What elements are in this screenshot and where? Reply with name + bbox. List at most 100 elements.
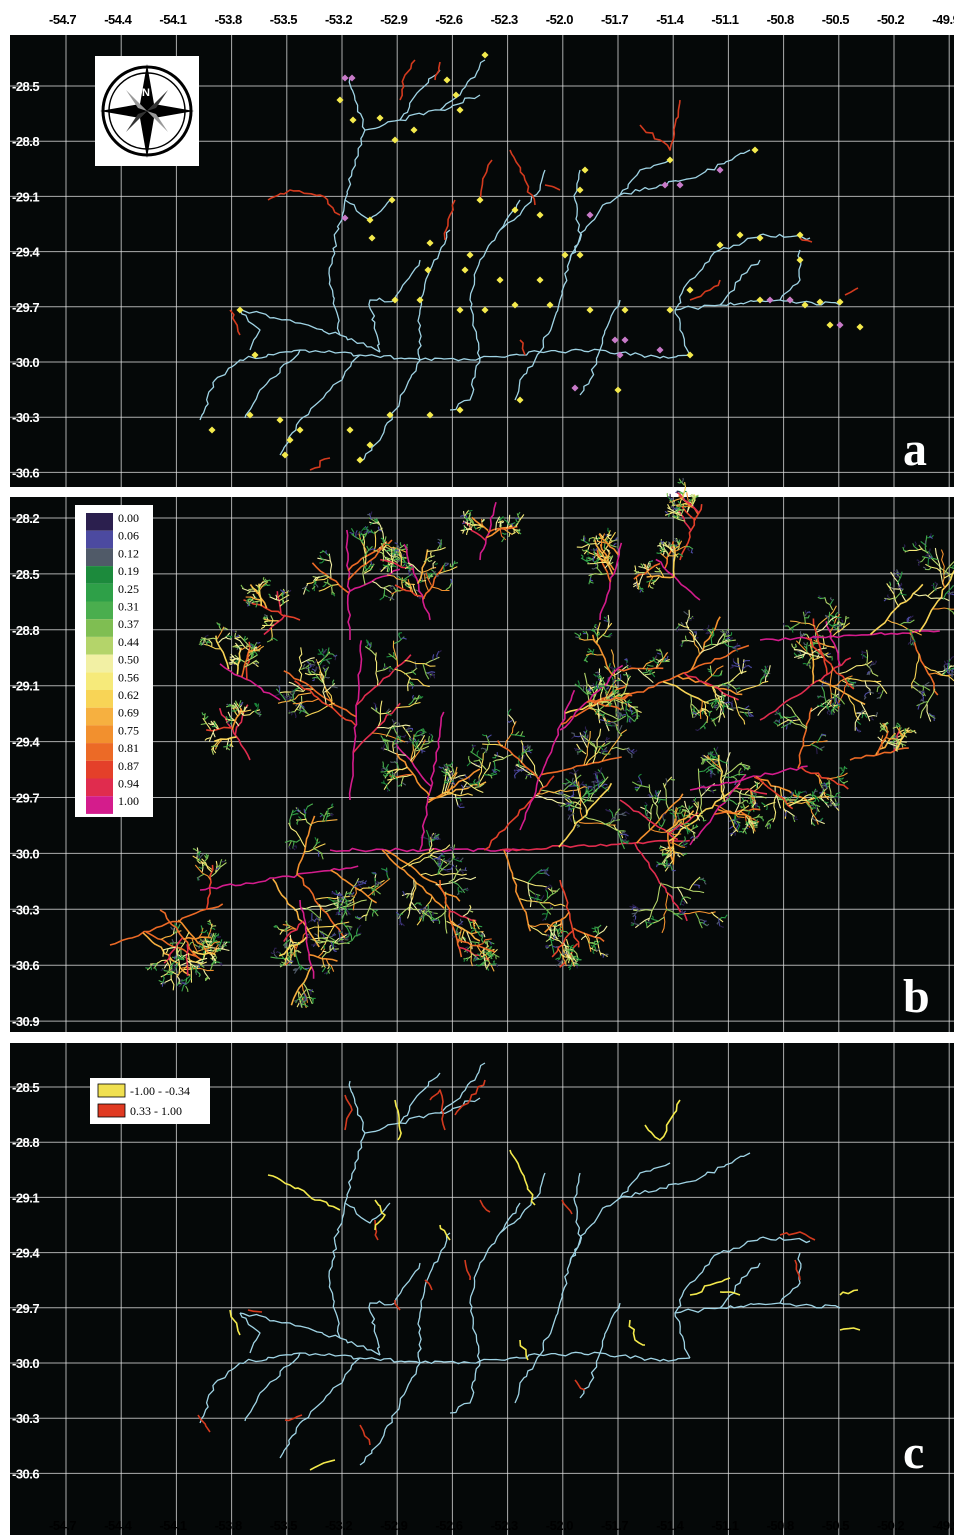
legend-swatch xyxy=(86,530,113,549)
stream-segment xyxy=(765,805,768,811)
stream-segment xyxy=(590,629,595,633)
stream-segment xyxy=(783,808,796,817)
stream-segment xyxy=(419,580,423,584)
stream-segment xyxy=(241,587,256,592)
stream-segment xyxy=(594,681,598,689)
stream-segment xyxy=(289,960,294,963)
stream-segment xyxy=(277,591,289,598)
stream-segment xyxy=(428,855,444,871)
stream-segment xyxy=(606,737,610,741)
river-segment xyxy=(439,1224,451,1241)
stream-segment xyxy=(809,804,815,807)
stream-segment xyxy=(321,967,326,973)
stream-segment xyxy=(338,892,345,900)
stream-segment xyxy=(347,539,393,581)
stream-segment xyxy=(632,580,638,585)
stream-segment xyxy=(549,927,552,941)
stream-segment xyxy=(218,707,251,761)
stream-segment xyxy=(331,890,340,896)
stream-segment xyxy=(656,798,667,801)
stream-segment xyxy=(907,641,911,645)
stream-segment xyxy=(202,641,205,646)
stream-segment xyxy=(716,694,726,698)
stream-segment xyxy=(381,537,385,543)
stream-segment xyxy=(592,555,595,562)
stream-segment xyxy=(558,929,563,935)
stream-segment xyxy=(926,704,932,722)
stream-segment xyxy=(629,718,632,724)
river-segment xyxy=(239,1312,261,1354)
stream-segment xyxy=(646,574,675,579)
stream-segment xyxy=(600,952,608,957)
stream-segment xyxy=(245,654,259,662)
river-segment xyxy=(469,1202,521,1362)
stream-segment xyxy=(667,541,672,545)
stream-segment xyxy=(625,702,629,706)
stream-segment xyxy=(215,864,221,868)
stream-segment xyxy=(812,618,828,675)
stream-segment xyxy=(840,619,844,624)
river-segment xyxy=(479,1199,491,1213)
legend-swatch xyxy=(86,513,113,531)
stream-segment xyxy=(501,536,505,543)
stream-segment xyxy=(403,562,407,567)
stream-segment xyxy=(733,697,746,725)
river-segment xyxy=(574,1379,586,1391)
river-segment xyxy=(469,199,521,359)
stream-segment xyxy=(438,566,458,574)
stream-segment xyxy=(437,538,442,543)
stream-segment xyxy=(312,676,319,679)
stream-segment xyxy=(480,747,486,750)
stream-segment xyxy=(618,667,664,672)
stream-segment xyxy=(499,839,690,852)
stream-segment xyxy=(751,794,757,797)
stream-segment xyxy=(909,635,912,644)
stream-segment xyxy=(304,997,307,1002)
stream-segment xyxy=(392,549,395,553)
stream-segment xyxy=(808,794,819,799)
stream-segment xyxy=(747,810,751,815)
stream-segment xyxy=(886,583,900,608)
stream-segment xyxy=(707,668,712,671)
stream-segment xyxy=(354,916,361,920)
legend-label: 0.62 xyxy=(118,688,139,702)
stream-segment xyxy=(456,938,496,953)
stream-segment xyxy=(291,813,299,816)
stream-segment xyxy=(314,660,318,664)
stream-segment xyxy=(442,791,473,797)
longitude-label: -52.0 xyxy=(546,1518,573,1533)
legend-c: -1.00 - -0.340.33 - 1.00 xyxy=(90,1078,210,1124)
stream-segment xyxy=(797,707,813,769)
stream-segment xyxy=(477,931,483,938)
stream-segment xyxy=(833,701,837,706)
legend-swatch xyxy=(86,619,113,637)
stream-segment xyxy=(503,519,509,524)
stream-segment xyxy=(471,953,480,960)
stream-segment xyxy=(318,583,339,592)
stream-segment xyxy=(490,955,493,960)
stream-segment xyxy=(474,783,485,788)
stream-segment xyxy=(647,562,651,570)
stream-segment xyxy=(555,957,560,960)
stream-segment xyxy=(311,999,314,1005)
stream-segment xyxy=(748,665,753,669)
stream-segment xyxy=(195,966,197,973)
stream-segment xyxy=(372,580,392,594)
stream-segment xyxy=(424,573,429,591)
stream-segment xyxy=(818,679,866,706)
stream-segment xyxy=(459,918,463,923)
stream-segment xyxy=(897,585,902,589)
stream-segment xyxy=(545,885,550,891)
stream-segment xyxy=(383,780,386,784)
stream-segment xyxy=(717,754,726,802)
stream-segment xyxy=(686,828,690,832)
longitude-label: -49.9 xyxy=(932,12,954,27)
stream-segment xyxy=(742,803,746,810)
stream-segment xyxy=(196,847,199,860)
stream-segment xyxy=(692,711,697,715)
stream-segment xyxy=(199,865,359,891)
stream-segment xyxy=(835,791,841,797)
stream-segment xyxy=(214,736,237,742)
stream-segment xyxy=(682,809,689,813)
stream-segment xyxy=(511,522,514,527)
